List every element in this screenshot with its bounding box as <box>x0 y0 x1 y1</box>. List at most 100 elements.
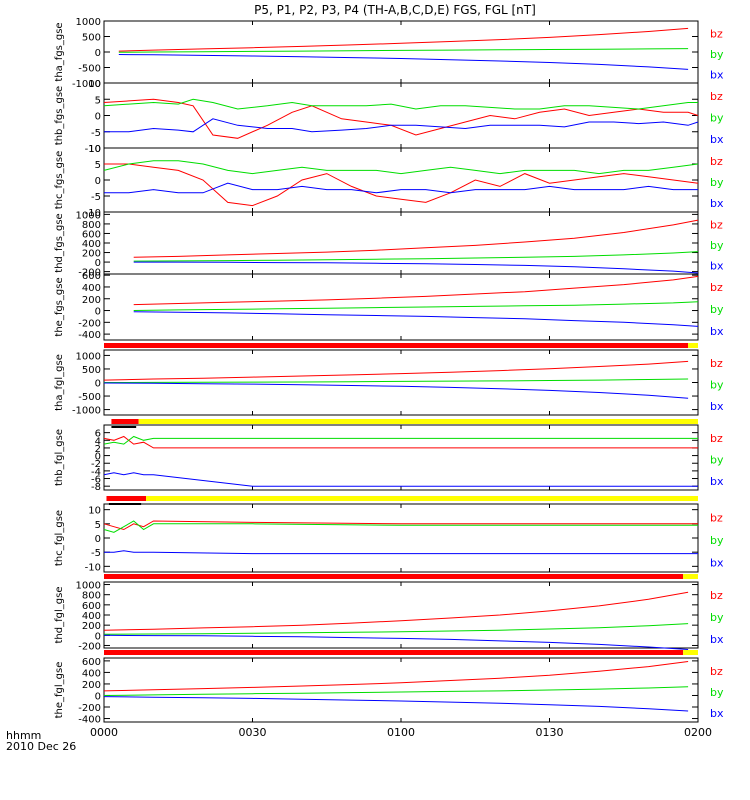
y-axis-label: thd_fgl_gse <box>54 587 65 644</box>
y-tick-label: -500 <box>78 64 101 75</box>
y-tick-label: 1000 <box>76 581 101 592</box>
legend-by: by <box>710 453 724 466</box>
series-line-bx <box>103 634 689 650</box>
series-line-bx <box>118 54 689 70</box>
legend-bz: bz <box>710 589 723 602</box>
status-sub-segment <box>108 503 142 505</box>
legend-by: by <box>710 611 724 624</box>
series-line-bx <box>104 550 698 555</box>
y-tick-label: 0 <box>95 691 101 702</box>
legend-by: by <box>710 48 724 61</box>
series-line-bz <box>104 163 699 207</box>
legend-bz: bz <box>710 155 723 168</box>
series-line-by <box>133 301 699 311</box>
y-tick-label: 0 <box>95 534 101 545</box>
status-segment <box>104 343 689 348</box>
y-tick-label: 6 <box>95 429 101 440</box>
y-tick-label: 500 <box>82 33 101 44</box>
series-line-by <box>103 435 698 445</box>
x-tick-label: 0200 <box>684 726 712 739</box>
y-tick-label: -10 <box>85 144 101 155</box>
y-tick-label: 400 <box>82 668 101 679</box>
series-line-bx <box>133 311 699 327</box>
legend-by: by <box>710 111 724 124</box>
status-bar-3 <box>104 574 698 579</box>
legend-by: by <box>710 534 724 547</box>
y-tick-label: 0 <box>95 452 101 463</box>
y-tick-label: 4 <box>95 436 101 447</box>
y-tick-label: 0 <box>95 379 101 390</box>
status-segment <box>683 650 698 655</box>
series-line-bz <box>103 661 689 692</box>
y-axis-label: thc_fgl_gse <box>54 510 65 566</box>
series-line-bz <box>133 275 699 306</box>
y-axis-label: the_fgl_gse <box>54 662 65 719</box>
series-line-bx <box>104 182 698 194</box>
legend-bx: bx <box>710 633 724 646</box>
y-tick-label: -400 <box>78 715 101 726</box>
status-bar-2 <box>106 496 698 505</box>
legend-bx: bx <box>710 259 724 272</box>
y-tick-label: 800 <box>82 220 101 231</box>
y-tick-label: -10 <box>85 208 101 219</box>
legend-bx: bx <box>710 133 724 146</box>
status-bar-0 <box>104 343 698 348</box>
y-tick-label: 200 <box>82 621 101 632</box>
figure-title: P5, P1, P2, P3, P4 (TH-A,B,C,D,E) FGS, F… <box>254 3 536 17</box>
legend-bx: bx <box>710 400 724 413</box>
panel-5: 1000 500 0 -500 -1000 tha_fgl_gse bz by bx <box>54 349 724 417</box>
y-axis-label: thc_fgs_gse <box>54 151 65 210</box>
series-line-by <box>118 48 689 53</box>
series-line-bx <box>103 472 698 487</box>
legend-bx: bx <box>710 556 724 569</box>
panel-1: 10 5 0 -5 -10 thb_fgs_gse bz by bx <box>54 79 724 155</box>
status-segment <box>104 650 684 655</box>
y-tick-label: -200 <box>78 703 101 714</box>
legend-by: by <box>710 239 724 252</box>
legend-bx: bx <box>710 197 724 210</box>
y-tick-label: 10 <box>88 144 101 155</box>
y-axis-label: tha_fgl_gse <box>54 354 65 411</box>
y-tick-label: 0 <box>95 48 101 59</box>
y-tick-label: -500 <box>78 392 101 403</box>
y-axis-label: thb_fgl_gse <box>54 429 65 486</box>
status-segment <box>688 343 698 348</box>
series-line-by <box>103 98 698 110</box>
y-tick-label: -200 <box>78 318 101 329</box>
series-line-bz <box>103 98 699 139</box>
series-line-bx <box>133 261 699 274</box>
series-line-by <box>103 160 699 175</box>
y-tick-label: -6 <box>91 475 101 486</box>
series-line-bz <box>103 591 689 631</box>
y-axis-label: thd_fgs_gse <box>54 213 65 272</box>
y-tick-label: 600 <box>82 601 101 612</box>
legend-bz: bz <box>710 27 723 40</box>
panel-frame <box>103 211 699 275</box>
y-tick-label: -200 <box>78 641 101 652</box>
legend-by: by <box>710 303 724 316</box>
y-tick-label: 600 <box>82 657 101 668</box>
series-line-bz <box>133 219 699 258</box>
y-tick-label: 400 <box>82 239 101 250</box>
status-segment <box>111 419 139 424</box>
series-line-by <box>103 686 689 696</box>
y-tick-label: 200 <box>82 680 101 691</box>
legend-by: by <box>710 686 724 699</box>
status-segment <box>138 419 698 424</box>
y-tick-label: 600 <box>82 271 101 282</box>
legend-bx: bx <box>710 475 724 488</box>
y-tick-label: 10 <box>88 506 101 517</box>
y-tick-label: 0 <box>95 631 101 642</box>
y-tick-label: 0 <box>95 258 101 269</box>
legend-bx: bx <box>710 68 724 81</box>
panel-frame <box>103 657 699 723</box>
legend-bz: bz <box>710 357 723 370</box>
y-tick-label: 400 <box>82 283 101 294</box>
legend-by: by <box>710 176 724 189</box>
series-line-bx <box>103 382 689 399</box>
y-tick-label: -5 <box>91 128 101 139</box>
